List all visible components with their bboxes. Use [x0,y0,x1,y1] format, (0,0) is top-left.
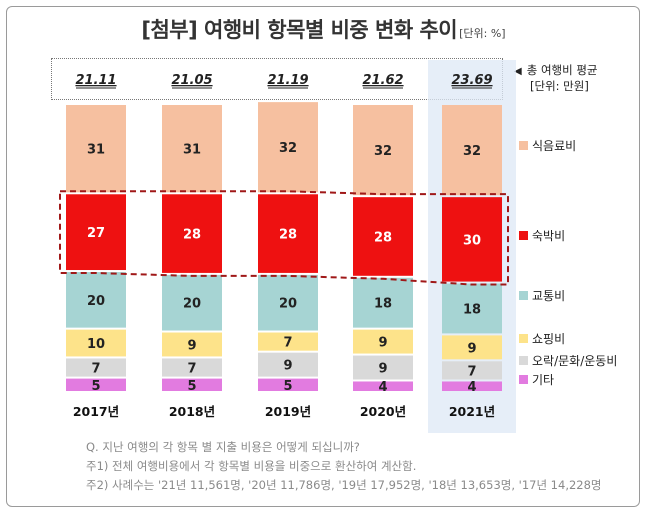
data-label: 9 [467,341,476,356]
bar-segment [258,332,318,351]
data-label: 28 [279,228,297,243]
bar-segment [258,102,318,193]
data-label: 7 [187,362,196,377]
data-label: 18 [463,302,481,317]
bar-segment [258,194,318,273]
data-label: 10 [87,337,105,352]
legend-label-식음료비: 식음료비 [532,139,576,153]
average-cost-value: 21.19 [267,73,308,88]
legend-label-기타: 기타 [532,373,554,387]
bar-segment [66,194,126,271]
data-label: 9 [378,336,387,351]
chart-title: [첨부] 여행비 항목별 비중 변화 추이 [단위: %] [0,14,647,44]
legend-swatch-식음료비 [519,141,528,150]
data-label: 9 [378,362,387,377]
bar-segment [353,105,413,196]
chart-title-main: [첨부] 여행비 항목별 비중 변화 추이 [141,18,458,42]
footnote-1: 주1) 전체 여행비용에서 각 항목별 비용을 비중으로 환산하여 계산함. [86,459,417,473]
bar-segment [353,355,413,380]
legend-label-오락-문화-운동비: 오락/문화/운동비 [532,354,617,368]
bar-segment [66,358,126,377]
legend-label-숙박비: 숙박비 [532,229,565,243]
data-label: 20 [87,294,105,309]
bar-segment [162,358,222,377]
bar-segment [258,378,318,391]
bar-segment [66,105,126,193]
average-cost-value: 21.11 [75,73,116,88]
left-triangle-icon: ◀ [514,66,522,77]
data-label: 28 [374,230,392,245]
data-label: 30 [463,233,481,248]
data-label: 32 [463,144,481,159]
bar-segment [258,274,318,331]
x-tick-label: 2021년 [449,404,495,419]
data-label: 7 [91,362,100,377]
data-label: 32 [279,141,297,156]
footnotes: Q. 지난 여행의 각 항목 별 지출 비용은 어떻게 되십니까? 주1) 전체… [86,438,602,495]
bar-segment [442,197,502,282]
x-tick-label: 2020년 [360,404,406,419]
data-label: 18 [374,297,392,312]
data-label: 9 [187,338,196,353]
legend-label-교통비: 교통비 [532,289,565,303]
bar-segment [162,105,222,193]
bar-segment [442,335,502,360]
x-tick-label: 2017년 [73,404,119,419]
data-label: 28 [183,228,201,243]
data-label: 4 [378,380,387,395]
bar-segment [162,378,222,391]
data-label: 7 [467,364,476,379]
bar-segment [162,332,222,357]
chart-title-unit: [단위: %] [459,27,506,40]
average-cost-label-line1: 총 여행비 평균 [526,63,598,77]
legend-swatch-숙박비 [519,231,528,240]
average-cost-value: 21.05 [171,73,212,88]
legend-swatch-교통비 [519,291,528,300]
bar-segment [353,197,413,276]
data-label: 31 [183,143,201,158]
bar-segment [258,352,318,377]
data-label: 27 [87,226,105,241]
bar-segment [442,105,502,196]
bar-segment [353,277,413,328]
bar-segment [353,329,413,354]
legend-label-쇼핑비: 쇼핑비 [532,332,565,346]
data-label: 31 [87,143,105,158]
bar-segment [162,274,222,331]
x-tick-label: 2018년 [169,404,215,419]
footnote-2: 주2) 사례수는 '21년 11,561명, '20년 11,786명, '19… [86,478,602,492]
bar-segment [353,381,413,391]
data-label: 4 [467,380,476,395]
data-label: 5 [283,379,292,394]
x-tick-label: 2019년 [265,404,311,419]
average-cost-value: 21.62 [362,73,403,88]
data-label: 20 [279,297,297,312]
bar-segment [442,283,502,334]
bar-segment [66,329,126,357]
data-label: 5 [187,379,196,394]
bar-segment [442,381,502,391]
average-cost-label: ◀ 총 여행비 평균 [단위: 만원] [514,63,598,94]
figure-frame [6,6,640,507]
footnote-question: Q. 지난 여행의 각 항목 별 지출 비용은 어떻게 되십니까? [86,440,360,454]
average-cost-value: 23.69 [451,73,492,88]
data-label: 9 [283,359,292,374]
bar-segment [66,378,126,391]
bar-segment [66,272,126,328]
bar-segment [442,361,502,380]
data-label: 5 [91,379,100,394]
average-cost-label-line2: [단위: 만원] [530,79,589,93]
legend-swatch-쇼핑비 [519,334,528,343]
data-label: 32 [374,144,392,159]
legend-swatch-오락-문화-운동비 [519,356,528,365]
legend-swatch-기타 [519,375,528,384]
data-label: 20 [183,297,201,312]
highlight-outline [59,190,509,286]
data-label: 7 [283,336,292,351]
bar-segment [162,194,222,273]
